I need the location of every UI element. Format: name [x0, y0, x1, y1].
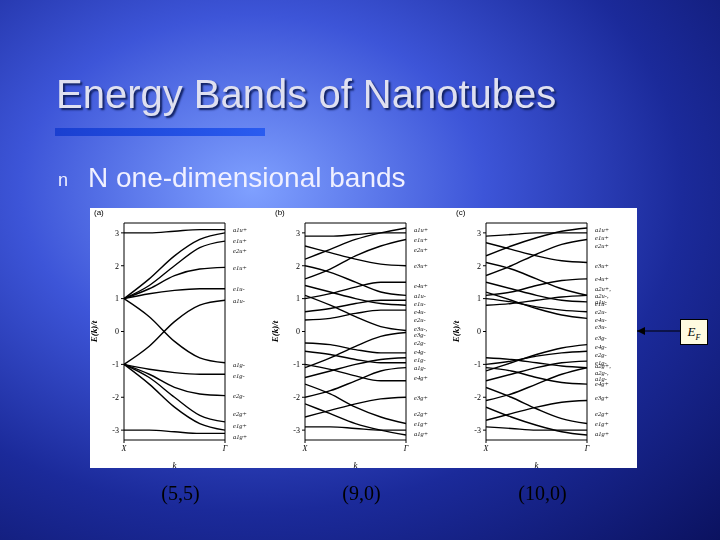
svg-text:e1g+: e1g+ [233, 422, 247, 429]
svg-text:-1: -1 [293, 360, 300, 369]
svg-text:e2g+: e2g+ [414, 410, 428, 417]
svg-text:e2u-: e2u- [414, 316, 426, 323]
svg-text:a2g+,a2g-,a1g-: a2g+,a2g-,a1g- [595, 362, 611, 382]
svg-text:-1: -1 [112, 360, 119, 369]
svg-text:Γ: Γ [222, 444, 228, 453]
svg-text:1: 1 [296, 294, 300, 303]
svg-text:-2: -2 [293, 393, 300, 402]
svg-text:a1g-: a1g- [233, 361, 245, 368]
svg-text:X: X [483, 444, 490, 453]
svg-text:2: 2 [477, 262, 481, 271]
svg-text:e3u+: e3u+ [414, 262, 428, 269]
svg-text:Γ: Γ [584, 444, 590, 453]
svg-text:a1g+: a1g+ [595, 430, 609, 437]
svg-text:e1g+: e1g+ [595, 420, 609, 427]
svg-text:3: 3 [115, 229, 119, 238]
svg-text:a1u+: a1u+ [233, 226, 247, 233]
svg-text:Γ: Γ [403, 444, 409, 453]
svg-text:e1u-: e1u- [233, 285, 245, 292]
svg-text:2: 2 [115, 262, 119, 271]
svg-text:-1: -1 [474, 360, 481, 369]
svg-text:X: X [121, 444, 128, 453]
svg-text:a1u-: a1u- [233, 297, 245, 304]
svg-text:-3: -3 [112, 426, 119, 435]
svg-text:0: 0 [115, 327, 119, 336]
svg-text:e3g+: e3g+ [414, 394, 428, 401]
svg-text:-2: -2 [474, 393, 481, 402]
svg-text:k: k [535, 460, 540, 468]
svg-text:e1g-: e1g- [233, 372, 245, 379]
svg-text:e3u-: e3u- [595, 323, 607, 330]
svg-text:e1u-: e1u- [414, 300, 426, 307]
svg-text:e2u+: e2u+ [233, 247, 247, 254]
svg-text:e1u+: e1u+ [233, 237, 247, 244]
svg-text:a1g+: a1g+ [233, 433, 247, 440]
svg-text:e4g-: e4g- [414, 348, 426, 355]
svg-text:e1u+: e1u+ [595, 234, 609, 241]
svg-text:E(k)/t: E(k)/t [452, 320, 461, 343]
svg-text:e1g-: e1g- [414, 356, 426, 363]
svg-text:a1u+: a1u+ [595, 226, 609, 233]
svg-text:0: 0 [296, 327, 300, 336]
svg-text:e2g-: e2g- [414, 339, 426, 346]
svg-text:a1g-: a1g- [414, 364, 426, 371]
svg-text:e4u+: e4u+ [595, 275, 609, 282]
svg-text:E(k)/t: E(k)/t [90, 320, 99, 343]
svg-text:1: 1 [115, 294, 119, 303]
svg-text:e2g+: e2g+ [595, 410, 609, 417]
svg-text:1: 1 [477, 294, 481, 303]
svg-text:a1u+: a1u+ [414, 226, 428, 233]
svg-text:k: k [173, 460, 178, 468]
svg-text:e3g-: e3g- [595, 334, 607, 341]
svg-text:e2u+: e2u+ [595, 242, 609, 249]
svg-text:e3g+: e3g+ [595, 394, 609, 401]
svg-text:e3u+: e3u+ [595, 262, 609, 269]
svg-text:e3u-,e3g-: e3u-,e3g- [414, 325, 428, 339]
svg-text:e4u-: e4u- [414, 308, 426, 315]
svg-text:k: k [354, 460, 359, 468]
svg-text:3: 3 [296, 229, 300, 238]
svg-text:2: 2 [296, 262, 300, 271]
svg-text:X: X [302, 444, 309, 453]
svg-text:e1u-: e1u- [595, 300, 607, 307]
svg-text:a1u-: a1u- [414, 292, 426, 299]
svg-text:0: 0 [477, 327, 481, 336]
svg-text:-3: -3 [474, 426, 481, 435]
svg-text:3: 3 [477, 229, 481, 238]
svg-text:E(k)/t: E(k)/t [271, 320, 280, 343]
svg-text:-3: -3 [293, 426, 300, 435]
svg-text:e2g-: e2g- [233, 392, 245, 399]
svg-text:e1g+: e1g+ [414, 420, 428, 427]
svg-text:e2u-: e2u- [595, 308, 607, 315]
svg-text:e1u+: e1u+ [233, 264, 247, 271]
svg-text:a1g+: a1g+ [414, 430, 428, 437]
svg-text:e2g+: e2g+ [233, 410, 247, 417]
svg-text:e1u+: e1u+ [414, 236, 428, 243]
svg-text:e2g-: e2g- [595, 351, 607, 358]
svg-text:-2: -2 [112, 393, 119, 402]
svg-text:e4g+: e4g+ [414, 374, 428, 381]
svg-text:e4g+: e4g+ [595, 380, 609, 387]
svg-text:e4g-: e4g- [595, 343, 607, 350]
svg-text:e2u+: e2u+ [414, 246, 428, 253]
svg-text:e4u+: e4u+ [414, 282, 428, 289]
